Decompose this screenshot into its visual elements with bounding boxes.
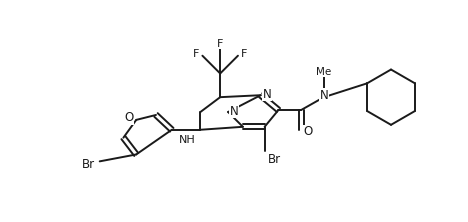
Text: N: N [230, 105, 239, 117]
Text: F: F [193, 49, 199, 59]
Text: F: F [217, 39, 223, 49]
Text: F: F [241, 49, 247, 59]
Text: NH: NH [179, 135, 196, 145]
Text: N: N [263, 88, 271, 101]
Text: O: O [303, 125, 312, 138]
Text: O: O [124, 111, 133, 124]
Text: Br: Br [268, 153, 281, 166]
Text: N: N [320, 89, 328, 102]
Text: Me: Me [316, 67, 331, 77]
Text: Br: Br [81, 158, 95, 171]
